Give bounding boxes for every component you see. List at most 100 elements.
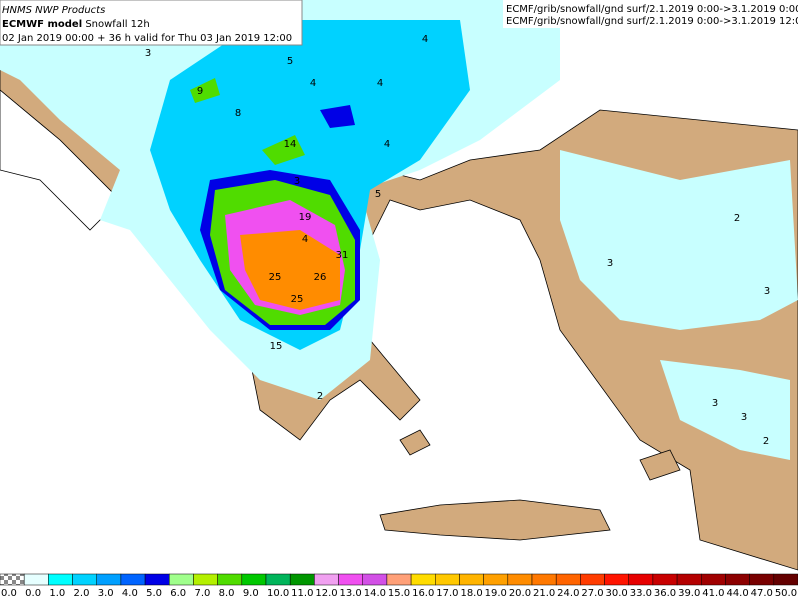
legend-label: 20.0 [509,588,531,599]
legend-label: 0.0 [25,588,41,599]
legend-label: 24.0 [557,588,579,599]
map-value-label: 4 [384,139,390,150]
map-value-label: 25 [291,294,304,305]
legend-swatch [410,573,436,586]
header-box [0,0,303,46]
model: ECMWF model [2,19,82,30]
map-value-label: 26 [314,272,327,283]
legend-swatch [555,573,581,586]
legend-label: 17.0 [436,588,458,599]
map-value-label: 4 [377,78,383,89]
legend-swatch [531,573,557,586]
legend-swatch [241,573,267,586]
legend-swatch [604,573,629,586]
legend-label: 2.0 [74,588,90,599]
legend-swatch [507,573,533,586]
map-value-label: 3 [607,258,613,269]
legend-label: 14.0 [364,588,386,599]
legend-label: 39.0 [678,588,700,599]
legend-swatch [773,573,798,586]
map-value-label: 19 [299,212,312,223]
legend-swatch [701,573,726,586]
map-value-label: 8 [235,108,241,119]
legend-label: 13.0 [340,588,362,599]
legend-label: 5.0 [146,588,162,599]
legend-label: 16.0 [412,588,434,599]
map-value-label: 15 [270,341,283,352]
legend-label: 18.0 [460,588,482,599]
legend-label: 47.0 [751,588,773,599]
source-box [503,0,798,28]
legend-swatch [628,573,654,586]
legend-label: 36.0 [654,588,676,599]
legend-swatch [265,573,291,586]
legend-label: 11.0 [291,588,313,599]
legend-label: 21.0 [533,588,555,599]
map-value-label: 4 [422,34,428,45]
legend-swatch [217,573,243,586]
legend-swatch [362,573,388,586]
legend-label: 27.0 [581,588,603,599]
legend-label: 12.0 [315,588,337,599]
map-value-label: 2 [734,213,740,224]
legend-swatch [72,573,97,586]
map-value-label: 2 [317,391,323,402]
legend-label: 44.0 [726,588,748,599]
legend-swatch [48,573,73,586]
legend-label: 33.0 [630,588,652,599]
source-line: ECMF/grib/snowfall/gnd surf/2.1.2019 0:0… [506,16,798,27]
legend-swatch [386,573,412,586]
legend-label: 10.0 [267,588,289,599]
legend-label: 0.0 [1,588,17,599]
legend-label: 6.0 [170,588,186,599]
legend-swatch [0,573,25,586]
legend-label: 1.0 [49,588,65,599]
source-line: ECMF/grib/snowfall/gnd surf/2.1.2019 0:0… [506,4,798,15]
legend-swatch [96,573,122,586]
legend-label: 30.0 [606,588,628,599]
legend-swatch [120,573,146,586]
map-value-label: 4 [310,78,316,89]
model-line: ECMWF model Snowfall 12h [2,19,150,30]
legend-swatch [23,573,49,586]
legend-swatch [676,573,702,586]
legend-swatch [144,573,170,586]
producer: HNMS NWP Products [2,5,105,16]
map-value-label: 4 [302,234,308,245]
legend-label: 3.0 [98,588,114,599]
legend-swatch [483,573,509,586]
legend-swatch [652,573,678,586]
legend-swatch [338,573,363,586]
map-value-label: 3 [294,176,300,187]
legend-swatch [749,573,775,586]
map-value-label: 3 [741,412,747,423]
legend-label: 19.0 [485,588,507,599]
legend-swatch [459,573,484,586]
legend-label: 4.0 [122,588,138,599]
validity: 02 Jan 2019 00:00 + 36 h valid for Thu 0… [2,33,292,44]
legend-label: 15.0 [388,588,410,599]
legend-label: 8.0 [219,588,235,599]
legend-swatch [435,573,460,586]
legend-label: 7.0 [194,588,210,599]
legend-swatch [725,573,750,586]
legend-swatch [580,573,605,586]
legend-swatch [169,573,194,586]
map-value-label: 5 [287,56,293,67]
map-value-label: 31 [336,250,349,261]
snow-field [0,0,798,460]
map-value-label: 3 [145,48,151,59]
legend-swatch [193,573,218,586]
map-value-label: 2 [763,436,769,447]
legend-swatch [289,573,315,586]
legend-label: 50.0 [775,588,797,599]
map-value-label: 25 [269,272,282,283]
map-value-label: 9 [197,86,203,97]
map-value-label: 14 [284,139,297,150]
map-value-label: 5 [375,189,381,200]
map-value-label: 3 [712,398,718,409]
legend-label: 41.0 [702,588,724,599]
map-value-label: 3 [764,286,770,297]
field: Snowfall 12h [85,19,149,30]
